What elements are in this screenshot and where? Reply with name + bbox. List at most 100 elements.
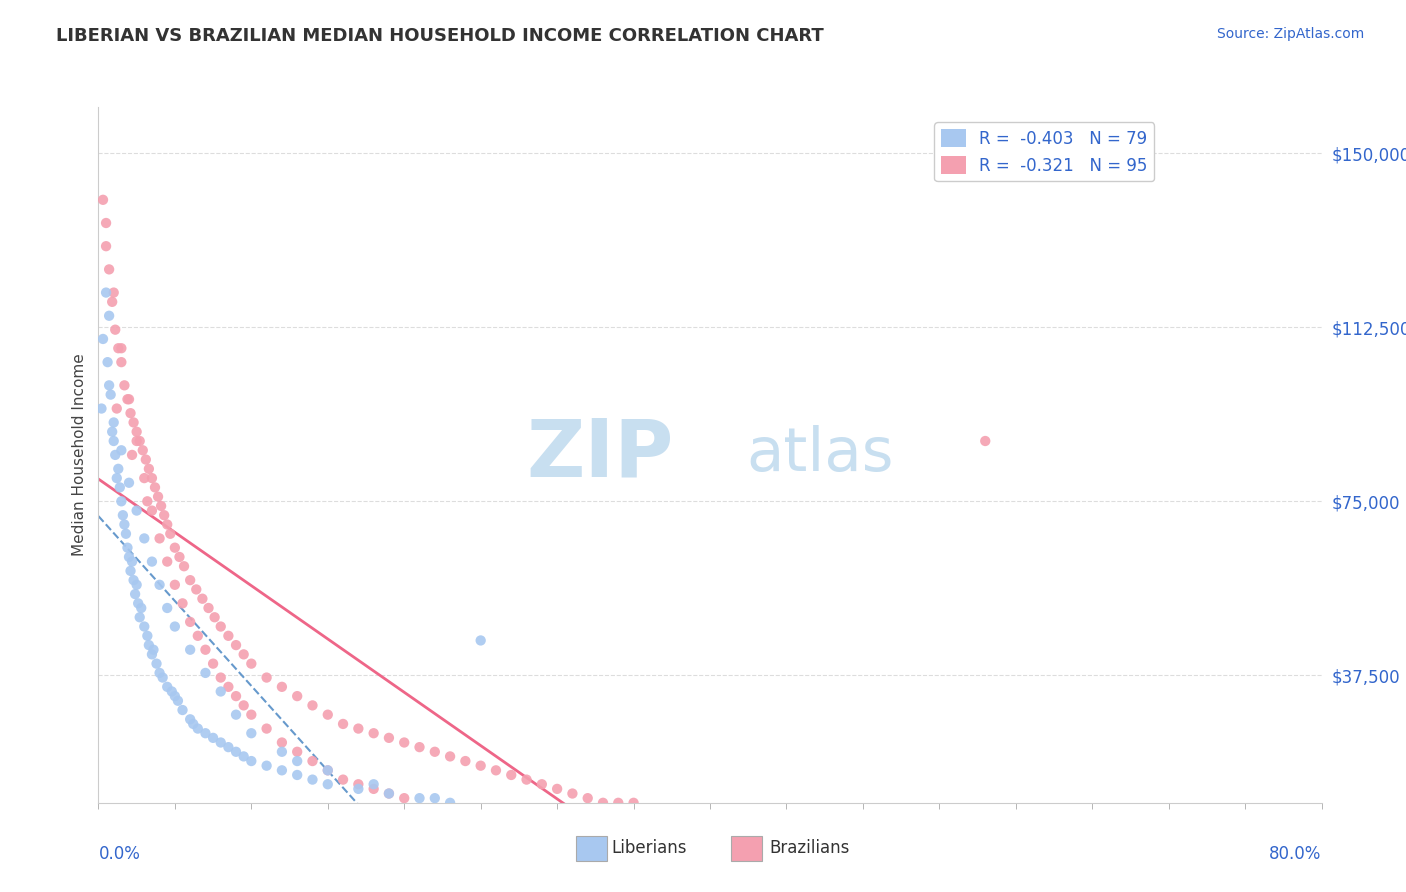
Point bbox=[256, 722, 278, 736]
Point bbox=[156, 680, 179, 694]
Point bbox=[118, 475, 141, 490]
Point bbox=[270, 745, 292, 759]
Point bbox=[104, 323, 127, 337]
Point bbox=[98, 309, 121, 323]
Point bbox=[623, 796, 645, 810]
Point bbox=[120, 406, 142, 420]
Text: LIBERIAN VS BRAZILIAN MEDIAN HOUSEHOLD INCOME CORRELATION CHART: LIBERIAN VS BRAZILIAN MEDIAN HOUSEHOLD I… bbox=[56, 27, 824, 45]
Point bbox=[285, 745, 308, 759]
Y-axis label: Median Household Income: Median Household Income bbox=[72, 353, 87, 557]
Point bbox=[530, 777, 553, 791]
Text: Brazilians: Brazilians bbox=[769, 839, 849, 857]
Point bbox=[607, 796, 630, 810]
Point bbox=[187, 722, 209, 736]
Point bbox=[332, 717, 354, 731]
Point bbox=[159, 526, 181, 541]
Point bbox=[204, 610, 226, 624]
Point bbox=[363, 781, 385, 796]
Point bbox=[118, 549, 141, 564]
Point bbox=[134, 471, 156, 485]
Point bbox=[240, 726, 263, 740]
Point bbox=[209, 671, 232, 685]
Point bbox=[100, 387, 122, 401]
Text: 0.0%: 0.0% bbox=[98, 845, 141, 863]
Point bbox=[232, 749, 254, 764]
Point bbox=[110, 443, 132, 458]
Point bbox=[112, 378, 135, 392]
Point bbox=[378, 787, 401, 801]
Point bbox=[592, 796, 614, 810]
Point bbox=[301, 698, 323, 713]
Point bbox=[332, 772, 354, 787]
Point bbox=[347, 722, 370, 736]
Point bbox=[163, 541, 186, 555]
Point bbox=[439, 796, 461, 810]
Point bbox=[101, 425, 124, 439]
Point bbox=[240, 657, 263, 671]
Point bbox=[194, 642, 217, 657]
Point bbox=[191, 591, 214, 606]
Point bbox=[117, 541, 139, 555]
Point bbox=[167, 694, 190, 708]
Text: atlas: atlas bbox=[747, 425, 894, 484]
Point bbox=[141, 555, 163, 569]
Point bbox=[316, 764, 339, 778]
Point bbox=[134, 532, 156, 546]
Point bbox=[209, 619, 232, 633]
Point bbox=[145, 657, 167, 671]
Point bbox=[186, 582, 208, 597]
Point bbox=[91, 332, 114, 346]
Point bbox=[125, 503, 148, 517]
Point bbox=[217, 680, 239, 694]
Point bbox=[576, 791, 599, 805]
Point bbox=[107, 341, 129, 355]
Point bbox=[94, 239, 117, 253]
Point bbox=[163, 619, 186, 633]
Point bbox=[470, 633, 492, 648]
Point bbox=[408, 740, 430, 755]
Point bbox=[516, 772, 538, 787]
Point bbox=[363, 777, 385, 791]
Point bbox=[128, 434, 150, 448]
Point bbox=[209, 684, 232, 698]
Point bbox=[181, 717, 204, 731]
Point bbox=[160, 684, 183, 698]
Point bbox=[270, 735, 292, 749]
Point bbox=[121, 555, 143, 569]
Point bbox=[94, 216, 117, 230]
Point bbox=[118, 392, 141, 407]
Point bbox=[122, 573, 145, 587]
Point bbox=[94, 285, 117, 300]
Point bbox=[225, 707, 247, 722]
Point bbox=[172, 596, 194, 610]
Point bbox=[232, 648, 254, 662]
Point bbox=[194, 665, 217, 680]
Point bbox=[125, 434, 148, 448]
Point bbox=[90, 401, 112, 416]
Point bbox=[172, 703, 194, 717]
Point bbox=[202, 731, 225, 745]
Point bbox=[110, 341, 132, 355]
Point bbox=[240, 754, 263, 768]
Point bbox=[179, 712, 201, 726]
Point bbox=[169, 549, 191, 564]
Point bbox=[561, 787, 583, 801]
Point bbox=[98, 378, 121, 392]
Point bbox=[163, 578, 186, 592]
Point bbox=[232, 698, 254, 713]
Point bbox=[125, 425, 148, 439]
Point bbox=[392, 791, 416, 805]
Point bbox=[153, 508, 176, 523]
Point bbox=[285, 689, 308, 703]
Text: Liberians: Liberians bbox=[612, 839, 688, 857]
Point bbox=[285, 754, 308, 768]
Point bbox=[256, 671, 278, 685]
Point bbox=[117, 392, 139, 407]
Point bbox=[225, 745, 247, 759]
Point bbox=[156, 517, 179, 532]
Point bbox=[129, 601, 152, 615]
Point bbox=[347, 781, 370, 796]
Point bbox=[347, 777, 370, 791]
Point bbox=[115, 526, 138, 541]
Point bbox=[143, 480, 166, 494]
